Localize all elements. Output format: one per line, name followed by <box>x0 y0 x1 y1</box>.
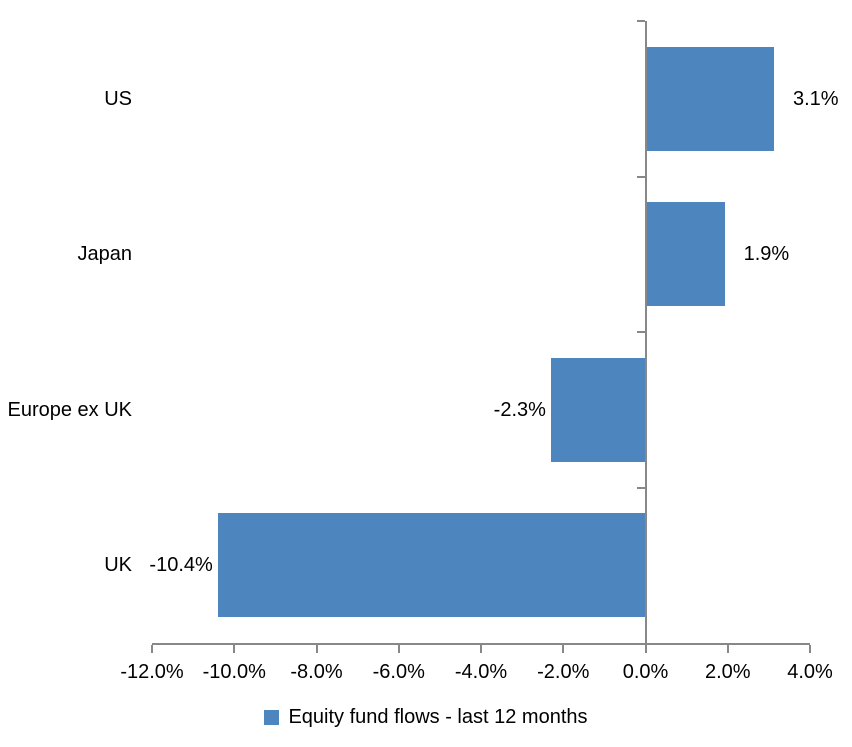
x-axis-tick <box>315 645 318 653</box>
category-label: UK <box>104 554 132 577</box>
x-axis-line <box>152 643 810 645</box>
x-tick-label: -10.0% <box>202 661 266 683</box>
y-axis-line <box>644 21 647 643</box>
y-axis-tick <box>636 486 645 489</box>
value-label: 3.1% <box>792 87 839 110</box>
value-label: -10.4% <box>149 554 213 577</box>
y-axis-tick <box>636 331 645 333</box>
x-axis-tick <box>233 645 236 653</box>
x-tick-label: -12.0% <box>120 661 184 683</box>
x-tick-label: -8.0% <box>290 661 343 683</box>
bar-europe-ex-uk <box>550 357 646 462</box>
x-tick-label: 0.0% <box>622 661 669 683</box>
bar-uk <box>217 513 646 618</box>
x-axis-tick <box>151 645 153 653</box>
y-axis-tick <box>636 20 645 22</box>
x-tick-label: -6.0% <box>372 661 425 683</box>
x-axis-tick <box>397 645 400 653</box>
category-label: Europe ex UK <box>7 398 132 421</box>
x-tick-label: -2.0% <box>537 661 590 683</box>
legend-swatch <box>264 709 280 725</box>
x-tick-label: 4.0% <box>787 661 833 683</box>
value-label: 1.9% <box>743 243 790 266</box>
x-tick-label: 2.0% <box>704 661 751 683</box>
x-axis-tick <box>644 645 647 653</box>
x-axis-tick <box>726 645 729 653</box>
category-label: Japan <box>77 243 133 266</box>
y-axis-tick <box>636 175 645 178</box>
value-label: -2.3% <box>493 398 546 421</box>
category-label: US <box>104 87 132 110</box>
bar-us <box>646 46 774 151</box>
legend: Equity fund flows - last 12 months <box>0 705 852 729</box>
x-axis-tick <box>809 645 811 653</box>
bar-japan <box>646 202 725 307</box>
x-axis-tick <box>480 645 482 653</box>
x-axis-tick <box>562 645 565 653</box>
x-tick-label: -4.0% <box>454 661 508 683</box>
legend-label: Equity fund flows - last 12 months <box>288 706 588 728</box>
